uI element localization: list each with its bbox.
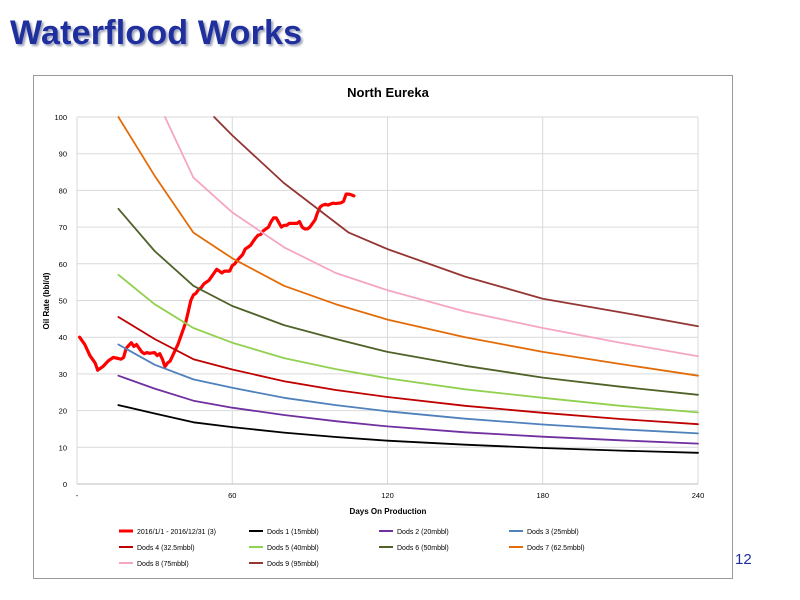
slide-title: Waterflood Works — [10, 14, 303, 52]
y-tick-label: 70 — [59, 223, 67, 232]
legend: 2016/1/1 - 2016/12/31 (3) Dods 1 (15mbbl)… — [119, 529, 585, 568]
x-tick-label: 60 — [228, 491, 236, 500]
series-line-6 — [117, 273, 699, 414]
legend-label: 2016/1/1 - 2016/12/31 (3) — [137, 529, 216, 536]
series-line-9 — [164, 116, 699, 358]
chart-title: North Eureka — [347, 85, 429, 100]
y-tick-label: 10 — [59, 443, 67, 452]
series-line-8 — [117, 116, 699, 377]
series-line-7 — [117, 207, 699, 396]
legend-label: Dods 5 (40mbbl) — [267, 545, 319, 552]
y-tick-label: 40 — [59, 333, 67, 342]
chart-frame: North Eureka 0 10 20 30 40 50 60 70 80 90 100 - 60 12… — [33, 75, 733, 579]
legend-label: Dods 8 (75mbbl) — [137, 561, 189, 568]
legend-label: Dods 6 (50mbbl) — [397, 545, 449, 552]
legend-label: Dods 4 (32.5mbbl) — [137, 545, 195, 552]
legend-label: Dods 7 (62.5mbbl) — [527, 545, 585, 552]
legend-label: Dods 9 (95mbbl) — [267, 561, 319, 568]
x-tick-label: 120 — [381, 491, 394, 500]
y-tick-label: 50 — [59, 297, 67, 306]
series-line-5 — [117, 316, 699, 426]
series-line-10 — [213, 116, 699, 328]
y-tick-label: 0 — [63, 480, 67, 489]
page-number: 12 — [735, 551, 752, 568]
grid — [76, 116, 699, 485]
x-tick-label: 180 — [536, 491, 549, 500]
series-line-1 — [77, 192, 356, 372]
y-tick-label: 90 — [59, 150, 67, 159]
series-line-3 — [117, 374, 699, 445]
x-tick-label: 240 — [692, 491, 705, 500]
y-tick-label: 100 — [54, 113, 67, 122]
y-tick-label: 80 — [59, 186, 67, 195]
oil-rate-chart: North Eureka 0 10 20 30 40 50 60 70 80 90 100 - 60 12… — [42, 85, 704, 568]
y-tick-label: 20 — [59, 407, 67, 416]
x-axis-label: Days On Production — [350, 507, 427, 516]
y-tick-label: 30 — [59, 370, 67, 379]
series-lines — [77, 116, 699, 454]
series-line-4 — [117, 343, 699, 435]
y-axis-label: Oil Rate (bbl/d) — [42, 272, 51, 329]
legend-label: Dods 2 (20mbbl) — [397, 529, 449, 536]
legend-label: Dods 3 (25mbbl) — [527, 529, 579, 536]
legend-label: Dods 1 (15mbbl) — [267, 529, 319, 536]
y-tick-label: 60 — [59, 260, 67, 269]
x-tick-label: - — [76, 491, 79, 500]
axes: 0 10 20 30 40 50 60 70 80 90 100 - 60 120 180 240 — [54, 113, 704, 500]
series-line-2 — [117, 404, 699, 454]
